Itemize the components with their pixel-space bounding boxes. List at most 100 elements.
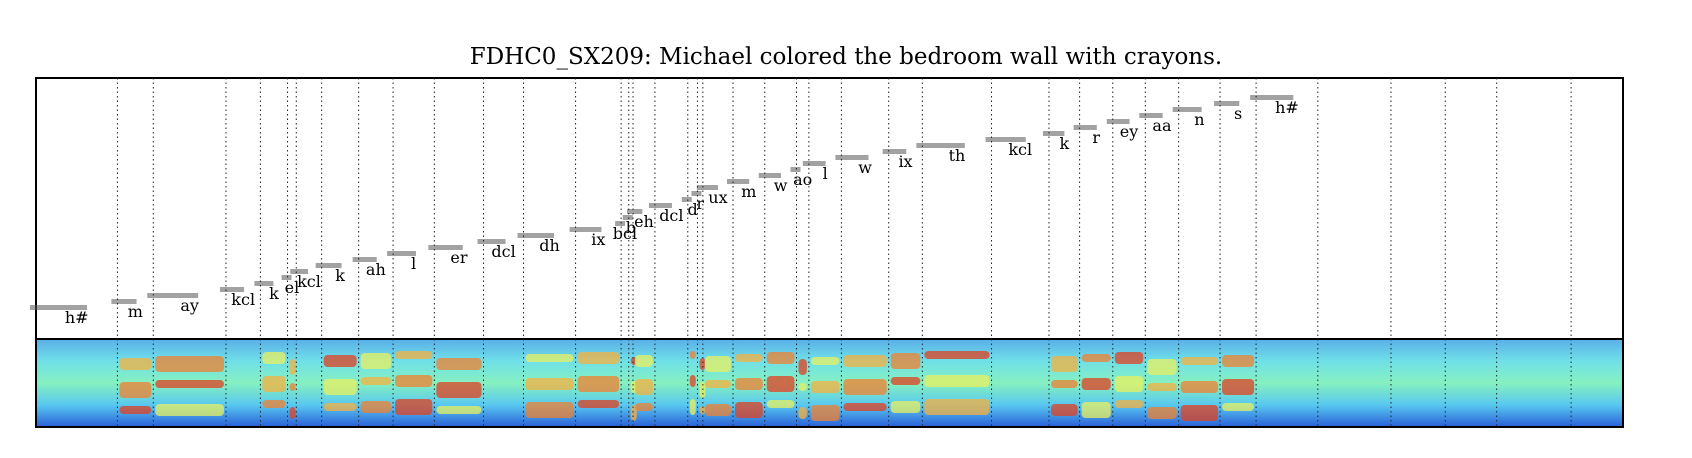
spectrogram-band <box>1222 355 1255 367</box>
spectrogram-band <box>119 382 152 398</box>
spectrogram-band <box>798 359 807 375</box>
spectrogram-band <box>1114 376 1144 392</box>
phone-label: h# <box>65 308 89 327</box>
phone-label: aa <box>1152 116 1172 135</box>
alignment-mark <box>648 203 672 208</box>
alignment-mark <box>696 185 718 190</box>
phone-label: eh <box>634 212 654 231</box>
alignment-mark <box>1250 95 1294 100</box>
spectrogram-band <box>810 357 840 365</box>
alignment-panel <box>35 77 1624 340</box>
alignment-mark <box>758 173 781 178</box>
spectrogram-band <box>436 358 482 370</box>
phone-label: m <box>741 182 756 201</box>
phone-label: kcl <box>1008 140 1032 159</box>
spectrogram-band <box>1147 407 1177 419</box>
spectrogram-band <box>323 379 357 395</box>
phone-label: ix <box>898 152 912 171</box>
spectrogram-band <box>360 377 392 385</box>
spectrogram-band <box>577 376 620 392</box>
spectrogram-band <box>635 379 653 395</box>
spectrogram-band <box>843 355 887 367</box>
phone-label: ay <box>180 296 199 315</box>
alignment-mark <box>1073 125 1097 130</box>
alignment-mark <box>627 209 643 214</box>
spectrogram-band <box>360 401 392 413</box>
spectrogram-band <box>1114 352 1144 364</box>
alignment-marks <box>30 95 1294 310</box>
alignment-mark <box>428 245 463 250</box>
spectrogram-band <box>689 375 696 387</box>
spectrogram-band <box>395 399 433 415</box>
spectrogram-band <box>360 353 392 369</box>
spectrogram-band <box>890 401 921 413</box>
spectrogram-band <box>1081 402 1111 418</box>
spectrogram-band <box>924 351 990 359</box>
spectrogram-band <box>1081 354 1111 362</box>
phone-label: kcl <box>231 290 255 309</box>
phone-label: k <box>1059 134 1069 153</box>
spectrogram-band <box>924 399 990 415</box>
chart-title: FDHC0_SX209: Michael colored the bedroom… <box>469 44 1223 70</box>
alignment-mark <box>1214 101 1240 106</box>
alignment-mark <box>147 293 199 298</box>
spectrogram-band <box>1222 403 1255 411</box>
phone-label: s <box>1234 104 1242 123</box>
spectrogram-band <box>1050 404 1078 416</box>
spectrogram-band <box>1147 359 1177 375</box>
alignment-mark <box>1042 131 1065 136</box>
spectrogram-band <box>1147 383 1177 391</box>
spectrogram-band <box>704 356 732 372</box>
phone-label: w <box>858 158 872 177</box>
phone-label: er <box>450 248 467 267</box>
phone-label: dh <box>539 236 560 255</box>
spectrogram-band <box>119 358 152 370</box>
phone-label: dcl <box>659 206 683 225</box>
spectrogram-band <box>289 383 296 391</box>
alignment-mark <box>352 257 377 262</box>
alignment-mark <box>622 215 633 220</box>
spectrogram-band <box>525 402 574 418</box>
spectrogram-band <box>735 354 763 362</box>
spectrogram-band <box>577 400 620 408</box>
alignment-mark <box>30 305 87 310</box>
spectrogram-band <box>395 375 433 387</box>
alignment-mark <box>315 263 342 268</box>
spectrogram-band <box>798 407 807 419</box>
spectrogram-band <box>155 380 224 388</box>
spectrogram-band <box>699 358 706 370</box>
alignment-mark <box>727 179 750 184</box>
alignment-mark <box>802 161 826 166</box>
spectrogram-band <box>766 376 795 392</box>
spectrogram-band <box>1050 380 1078 388</box>
phone-label: ix <box>591 230 605 249</box>
spectrogram-band <box>1222 379 1255 395</box>
spectrogram-band <box>766 400 795 408</box>
spectrogram-band <box>704 404 732 416</box>
spectrogram-band <box>735 402 763 418</box>
phone-label: ah <box>366 260 386 279</box>
spectrogram-band <box>323 355 357 367</box>
spectrogram-band <box>436 406 482 414</box>
phone-label: k <box>269 284 279 303</box>
spectrogram-band <box>1180 381 1219 393</box>
phone-label: l <box>411 254 416 273</box>
alignment-mark <box>691 191 702 196</box>
spectrogram-band <box>436 382 482 398</box>
alignment-mark <box>985 137 1026 142</box>
alignment-mark <box>517 233 554 238</box>
spectrogram-band <box>577 352 620 364</box>
phone-label: h# <box>1275 98 1299 117</box>
phone-label: b <box>626 218 636 237</box>
spectrogram-band <box>810 381 840 393</box>
phone-label: el <box>285 278 300 297</box>
spectrogram-band <box>890 377 921 385</box>
spectrogram-band <box>155 356 224 372</box>
alignment-mark <box>111 299 137 304</box>
phone-label: r <box>1092 128 1100 147</box>
alignment-mark <box>387 251 416 256</box>
spectrogram-band <box>155 404 224 416</box>
phone-label: th <box>949 146 966 165</box>
spectrogram-band <box>798 383 807 391</box>
spectrogram-panel <box>35 338 1624 428</box>
